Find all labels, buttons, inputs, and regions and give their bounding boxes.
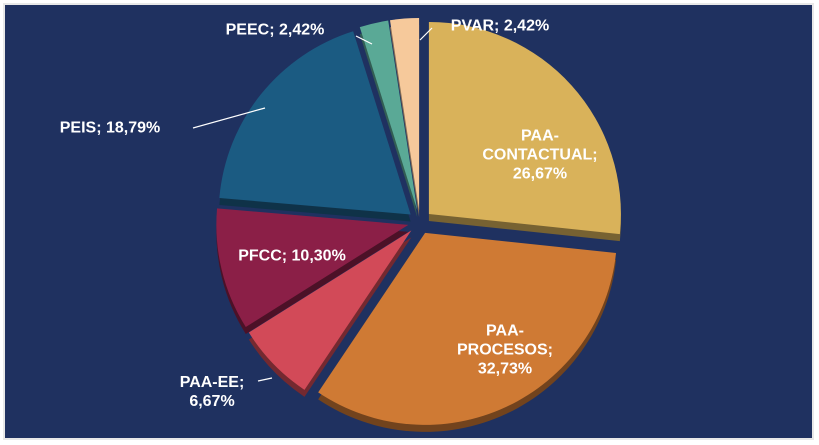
slice	[248, 230, 412, 390]
data-label: PFCC; 10,30%	[202, 247, 382, 266]
category-name: PAA-CONTACTUAL	[482, 127, 593, 164]
value-label: 10,30%	[291, 247, 346, 265]
label-separator: ;	[592, 146, 598, 164]
data-label: PAA-EE; 6,67%	[157, 373, 267, 411]
slice	[390, 18, 420, 211]
category-name: PVAR	[450, 17, 495, 35]
data-label: PAA-PROCESOS; 32,73%	[440, 322, 570, 379]
slice	[318, 232, 617, 425]
label-separator: ;	[238, 374, 245, 391]
value-label: 6,67%	[189, 393, 235, 410]
value-label: 26,67%	[512, 165, 568, 183]
category-name: PAA-EE	[179, 374, 239, 391]
value-label: 32,73%	[477, 360, 533, 378]
label-separator: ;	[494, 17, 504, 35]
label-separator: ;	[547, 341, 553, 359]
leader-line	[192, 107, 266, 129]
leader-line	[257, 377, 273, 382]
value-label: 2,42%	[503, 17, 550, 35]
data-label: PEIS; 18,79%	[20, 119, 200, 138]
leader-line	[355, 35, 373, 45]
slice	[359, 20, 418, 211]
label-separator: ;	[269, 21, 279, 39]
data-label: PAA-CONTACTUAL; 26,67%	[475, 127, 605, 184]
value-label: 2,42%	[278, 21, 325, 39]
slice-side	[359, 27, 418, 218]
category-name: PEEC	[225, 21, 270, 39]
data-label: PVAR; 2,42%	[420, 17, 580, 36]
category-name: PAA-PROCESOS	[456, 322, 548, 359]
label-separator: ;	[96, 119, 106, 137]
category-name: PFCC	[238, 247, 282, 265]
leader-line	[419, 27, 433, 41]
data-label: PEEC; 2,42%	[195, 21, 355, 40]
label-separator: ;	[281, 247, 292, 265]
slice	[219, 31, 411, 215]
category-name: PEIS	[59, 119, 97, 137]
slice	[216, 208, 409, 327]
slice	[428, 21, 621, 235]
value-label: 18,79%	[105, 119, 161, 137]
